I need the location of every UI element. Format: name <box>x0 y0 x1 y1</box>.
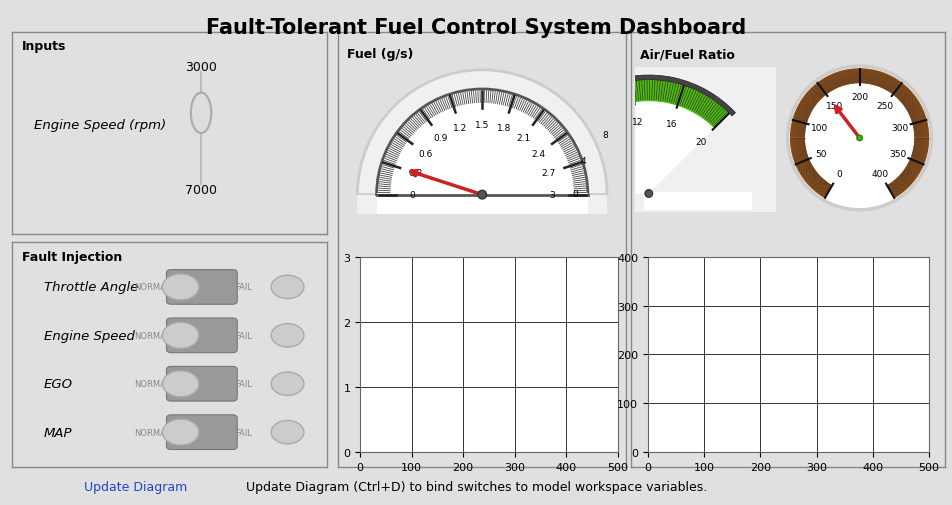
Text: 1.2: 1.2 <box>453 124 467 133</box>
Text: 3: 3 <box>549 191 555 199</box>
FancyBboxPatch shape <box>167 270 237 305</box>
Text: 2.4: 2.4 <box>531 149 545 159</box>
Text: 12: 12 <box>631 117 643 126</box>
Text: 2.1: 2.1 <box>516 134 530 143</box>
Text: 0: 0 <box>572 189 578 198</box>
Circle shape <box>271 421 304 444</box>
Text: 150: 150 <box>825 102 843 111</box>
Text: 3000: 3000 <box>185 61 217 74</box>
Text: 8: 8 <box>603 130 608 139</box>
Circle shape <box>645 190 652 198</box>
Text: 350: 350 <box>888 150 905 159</box>
Text: FAIL: FAIL <box>235 379 251 388</box>
Wedge shape <box>357 71 606 195</box>
Circle shape <box>162 419 199 445</box>
Wedge shape <box>533 80 729 194</box>
Wedge shape <box>556 102 713 194</box>
Text: 300: 300 <box>890 123 907 132</box>
Text: 1.5: 1.5 <box>474 121 489 130</box>
Text: 0.6: 0.6 <box>418 149 432 159</box>
Circle shape <box>787 67 930 211</box>
Text: NORMAL: NORMAL <box>134 379 170 388</box>
Text: 16: 16 <box>665 120 677 129</box>
Circle shape <box>804 84 913 193</box>
FancyBboxPatch shape <box>167 415 237 449</box>
Text: 0: 0 <box>835 170 841 179</box>
Text: NORMAL: NORMAL <box>134 331 170 340</box>
Text: 100: 100 <box>810 123 827 132</box>
Text: 7000: 7000 <box>185 184 217 197</box>
Bar <box>644 192 751 211</box>
Circle shape <box>162 323 199 348</box>
Circle shape <box>271 324 304 347</box>
FancyBboxPatch shape <box>167 367 237 401</box>
Text: NORMAL: NORMAL <box>134 283 170 292</box>
FancyBboxPatch shape <box>616 17 828 243</box>
Text: NORMAL: NORMAL <box>134 428 170 437</box>
Ellipse shape <box>190 93 211 134</box>
Text: FAIL: FAIL <box>235 283 251 292</box>
Text: Update Diagram (Ctrl+D) to bind switches to model workspace variables.: Update Diagram (Ctrl+D) to bind switches… <box>246 480 706 493</box>
Circle shape <box>271 276 304 299</box>
Text: 2.7: 2.7 <box>541 169 555 178</box>
Text: 0.3: 0.3 <box>408 169 423 178</box>
Text: 1.8: 1.8 <box>496 124 510 133</box>
Circle shape <box>162 371 199 397</box>
Text: 50: 50 <box>815 150 826 159</box>
Text: Engine Speed: Engine Speed <box>44 329 134 342</box>
Text: Fault Injection: Fault Injection <box>22 250 122 263</box>
Wedge shape <box>789 69 928 199</box>
Text: 4: 4 <box>580 157 585 165</box>
Circle shape <box>477 191 486 199</box>
Circle shape <box>162 274 199 300</box>
Bar <box>357 195 606 215</box>
Text: Fuel (g/s): Fuel (g/s) <box>347 48 413 61</box>
Text: Air/Fuel Ratio: Air/Fuel Ratio <box>640 48 734 61</box>
Text: Update Diagram: Update Diagram <box>84 480 187 493</box>
FancyBboxPatch shape <box>167 318 237 353</box>
Circle shape <box>856 136 862 141</box>
Text: 200: 200 <box>850 93 867 102</box>
Text: FAIL: FAIL <box>235 428 251 437</box>
Text: 250: 250 <box>875 102 892 111</box>
Text: Engine Speed (rpm): Engine Speed (rpm) <box>34 119 167 132</box>
Text: Throttle Angle: Throttle Angle <box>44 281 138 294</box>
Text: Full Range: Full Range <box>832 304 890 314</box>
Text: 0.9: 0.9 <box>433 134 447 143</box>
Text: 400: 400 <box>871 170 888 179</box>
Wedge shape <box>376 90 587 195</box>
Text: 20: 20 <box>694 138 705 147</box>
Text: Inputs: Inputs <box>22 40 66 53</box>
Text: Normal Range: Normal Range <box>664 304 744 314</box>
Bar <box>376 193 587 215</box>
Text: 0: 0 <box>408 191 414 199</box>
Circle shape <box>271 372 304 395</box>
Text: Fault-Tolerant Fuel Control System Dashboard: Fault-Tolerant Fuel Control System Dashb… <box>207 18 745 38</box>
Wedge shape <box>529 76 735 198</box>
Text: MAP: MAP <box>44 426 72 439</box>
Text: EGO: EGO <box>44 378 72 390</box>
Text: FAIL: FAIL <box>235 331 251 340</box>
